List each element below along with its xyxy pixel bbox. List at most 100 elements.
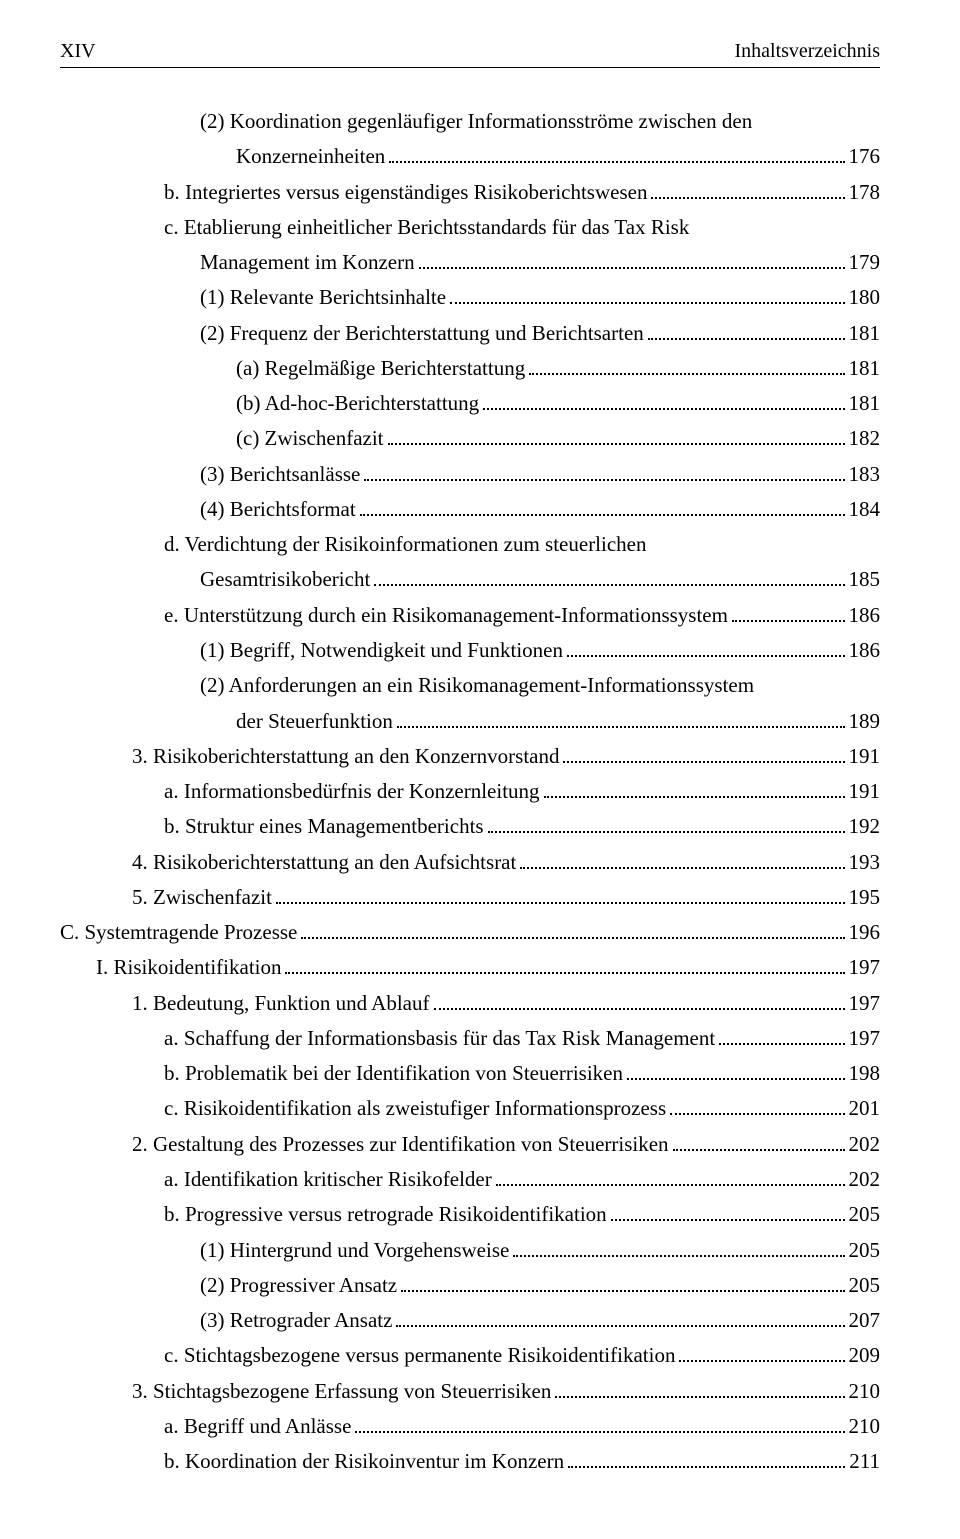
toc-entry: c. Etablierung einheitlicher Berichtssta… bbox=[60, 210, 880, 245]
toc-entry: (c) Zwischenfazit 182 bbox=[60, 421, 880, 456]
toc-text: b. Integriertes versus eigenständiges Ri… bbox=[164, 175, 647, 210]
leader-dots bbox=[520, 848, 844, 869]
toc-page: 202 bbox=[849, 1127, 881, 1162]
leader-dots bbox=[670, 1095, 844, 1116]
leader-dots bbox=[396, 1306, 844, 1327]
toc-page: 181 bbox=[849, 351, 881, 386]
toc-page: 176 bbox=[849, 139, 881, 174]
toc-text: 2. Gestaltung des Prozesses zur Identifi… bbox=[132, 1127, 669, 1162]
toc-entry: (b) Ad-hoc-Berichterstattung 181 bbox=[60, 386, 880, 421]
leader-dots bbox=[419, 248, 845, 269]
toc-page: 210 bbox=[849, 1374, 881, 1409]
page: XIV Inhaltsverzeichnis (2) Koordination … bbox=[0, 0, 960, 1539]
toc-entry: b. Problematik bei der Identifikation vo… bbox=[60, 1056, 880, 1091]
toc-text: C. Systemtragende Prozesse bbox=[60, 915, 297, 950]
toc-text: (b) Ad-hoc-Berichterstattung bbox=[236, 386, 479, 421]
toc-entry: a. Schaffung der Informationsbasis für d… bbox=[60, 1021, 880, 1056]
leader-dots bbox=[719, 1024, 844, 1045]
leader-dots bbox=[450, 283, 844, 304]
table-of-contents: (2) Koordination gegenläufiger Informati… bbox=[60, 104, 880, 1479]
header-title: Inhaltsverzeichnis bbox=[735, 40, 881, 63]
toc-text: c. Risikoidentifikation als zweistufiger… bbox=[164, 1091, 666, 1126]
toc-page: 178 bbox=[849, 175, 881, 210]
toc-entry: (2) Frequenz der Berichterstattung und B… bbox=[60, 316, 880, 351]
toc-page: 195 bbox=[849, 880, 881, 915]
toc-text: Konzerneinheiten bbox=[236, 139, 385, 174]
toc-entry: der Steuerfunktion 189 bbox=[60, 704, 880, 739]
leader-dots bbox=[355, 1412, 844, 1433]
toc-page: 191 bbox=[849, 739, 881, 774]
toc-text: Management im Konzern bbox=[200, 245, 415, 280]
leader-dots bbox=[513, 1236, 844, 1257]
toc-entry: I. Risikoidentifikation 197 bbox=[60, 950, 880, 985]
toc-entry: (1) Begriff, Notwendigkeit und Funktione… bbox=[60, 633, 880, 668]
leader-dots bbox=[563, 742, 844, 763]
toc-entry: (a) Regelmäßige Berichterstattung 181 bbox=[60, 351, 880, 386]
toc-entry: (4) Berichtsformat 184 bbox=[60, 492, 880, 527]
toc-page: 181 bbox=[849, 386, 881, 421]
toc-page: 189 bbox=[849, 704, 881, 739]
toc-page: 185 bbox=[849, 562, 881, 597]
toc-entry: a. Begriff und Anlässe 210 bbox=[60, 1409, 880, 1444]
toc-entry: e. Unterstützung durch ein Risikomanagem… bbox=[60, 598, 880, 633]
toc-entry: (3) Retrograder Ansatz 207 bbox=[60, 1303, 880, 1338]
leader-dots bbox=[488, 812, 845, 833]
toc-entry: b. Struktur eines Managementberichts 192 bbox=[60, 809, 880, 844]
toc-entry: a. Identifikation kritischer Risikofelde… bbox=[60, 1162, 880, 1197]
leader-dots bbox=[285, 953, 844, 974]
toc-text: b. Problematik bei der Identifikation vo… bbox=[164, 1056, 623, 1091]
leader-dots bbox=[434, 989, 845, 1010]
toc-text: (c) Zwischenfazit bbox=[236, 421, 384, 456]
leader-dots bbox=[374, 566, 844, 587]
leader-dots bbox=[567, 636, 845, 657]
leader-dots bbox=[611, 1200, 845, 1221]
toc-entry: 1. Bedeutung, Funktion und Ablauf 197 bbox=[60, 986, 880, 1021]
toc-text: e. Unterstützung durch ein Risikomanagem… bbox=[164, 598, 728, 633]
toc-page: 197 bbox=[849, 950, 881, 985]
leader-dots bbox=[388, 425, 845, 446]
toc-page: 205 bbox=[849, 1197, 881, 1232]
toc-text: c. Stichtagsbezogene versus permanente R… bbox=[164, 1338, 675, 1373]
toc-page: 197 bbox=[849, 1021, 881, 1056]
toc-page: 180 bbox=[849, 280, 881, 315]
toc-page: 198 bbox=[849, 1056, 881, 1091]
toc-entry: b. Progressive versus retrograde Risikoi… bbox=[60, 1197, 880, 1232]
toc-text: (2) Anforderungen an ein Risikomanagemen… bbox=[200, 668, 754, 703]
leader-dots bbox=[555, 1377, 844, 1398]
leader-dots bbox=[529, 354, 844, 375]
toc-text: 3. Risikoberichterstattung an den Konzer… bbox=[132, 739, 559, 774]
toc-text: I. Risikoidentifikation bbox=[96, 950, 281, 985]
toc-entry: b. Koordination der Risikoinventur im Ko… bbox=[60, 1444, 880, 1479]
toc-page: 179 bbox=[849, 245, 881, 280]
page-number: XIV bbox=[60, 40, 96, 63]
toc-page: 186 bbox=[849, 598, 881, 633]
toc-entry: 2. Gestaltung des Prozesses zur Identifi… bbox=[60, 1127, 880, 1162]
leader-dots bbox=[397, 707, 845, 728]
toc-text: 3. Stichtagsbezogene Erfassung von Steue… bbox=[132, 1374, 551, 1409]
toc-entry: (1) Relevante Berichtsinhalte 180 bbox=[60, 280, 880, 315]
toc-text: b. Struktur eines Managementberichts bbox=[164, 809, 484, 844]
toc-entry: 3. Risikoberichterstattung an den Konzer… bbox=[60, 739, 880, 774]
toc-page: 202 bbox=[849, 1162, 881, 1197]
leader-dots bbox=[364, 460, 844, 481]
leader-dots bbox=[627, 1059, 845, 1080]
leader-dots bbox=[301, 918, 844, 939]
toc-entry: a. Informationsbedürfnis der Konzernleit… bbox=[60, 774, 880, 809]
leader-dots bbox=[401, 1271, 844, 1292]
toc-text: (1) Begriff, Notwendigkeit und Funktione… bbox=[200, 633, 563, 668]
leader-dots bbox=[483, 389, 844, 410]
toc-entry: (1) Hintergrund und Vorgehensweise 205 bbox=[60, 1233, 880, 1268]
toc-entry: (2) Anforderungen an ein Risikomanagemen… bbox=[60, 668, 880, 703]
toc-page: 184 bbox=[849, 492, 881, 527]
toc-text: d. Verdichtung der Risikoinformationen z… bbox=[164, 527, 647, 562]
toc-text: Gesamtrisikobericht bbox=[200, 562, 370, 597]
toc-entry: Konzerneinheiten 176 bbox=[60, 139, 880, 174]
toc-entry: 3. Stichtagsbezogene Erfassung von Steue… bbox=[60, 1374, 880, 1409]
toc-page: 205 bbox=[849, 1268, 881, 1303]
toc-page: 183 bbox=[849, 457, 881, 492]
toc-page: 192 bbox=[849, 809, 881, 844]
toc-text: a. Begriff und Anlässe bbox=[164, 1409, 351, 1444]
toc-text: a. Informationsbedürfnis der Konzernleit… bbox=[164, 774, 540, 809]
toc-entry: 4. Risikoberichterstattung an den Aufsic… bbox=[60, 845, 880, 880]
toc-text: (1) Relevante Berichtsinhalte bbox=[200, 280, 446, 315]
